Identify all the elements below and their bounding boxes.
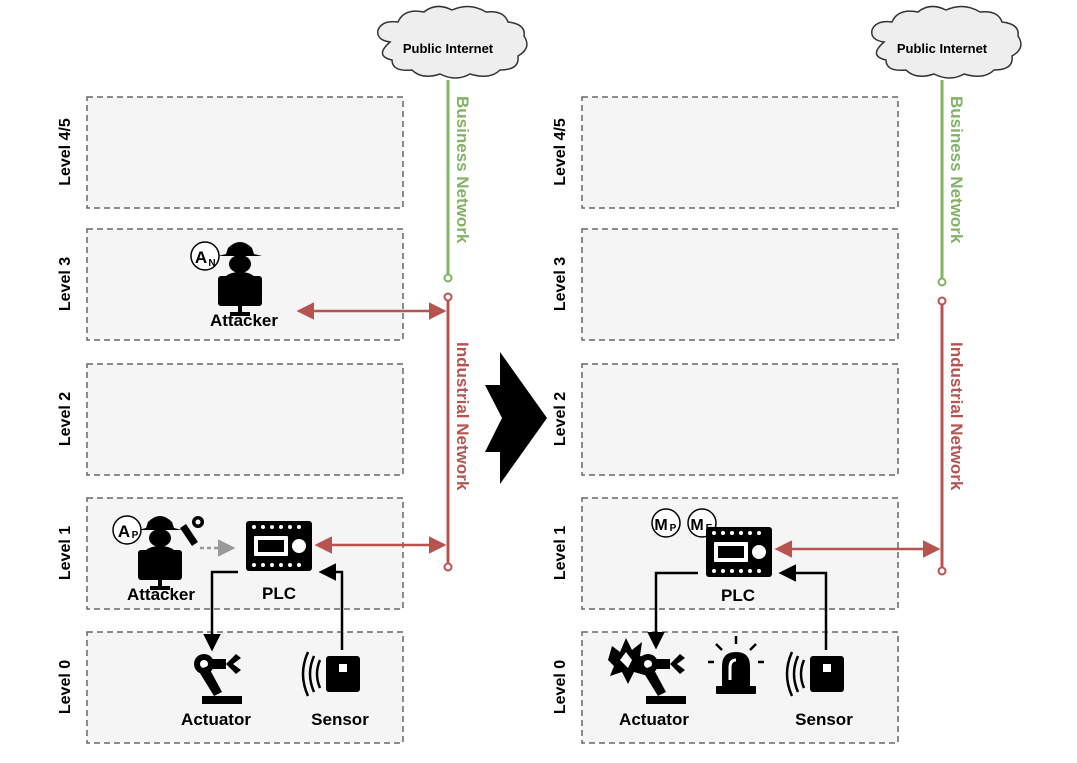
plc-chip-icon	[706, 527, 772, 577]
explosion-icon	[608, 638, 652, 684]
right-level-3-box	[581, 228, 899, 341]
left-level-4-5-box	[86, 96, 404, 209]
left-level-label: Level 0	[57, 660, 74, 714]
right-panel: Level 4/5 Level 3 Level 2 Level 1 Level …	[552, 5, 1022, 744]
right-sensor-label: Sensor	[795, 710, 853, 729]
physical-attacker: A P Attacker	[112, 515, 204, 604]
sensor-to-plc-arrow	[318, 563, 344, 650]
plc-to-actuator-arrow	[647, 571, 698, 650]
plc-chip-icon	[246, 521, 312, 571]
right-level-label: Level 0	[552, 660, 569, 714]
left-industrial-network-label: Industrial Network	[453, 342, 472, 491]
sensor-to-plc-arrow	[778, 564, 828, 650]
badge-letter: A	[195, 248, 207, 267]
right-internet-label: Public Internet	[897, 41, 988, 56]
big-right-arrow-icon	[485, 352, 547, 484]
right-plc-label: PLC	[721, 586, 755, 605]
badge-subscript: P	[132, 530, 139, 541]
right-level-label: Level 3	[552, 257, 569, 311]
left-cloud-icon	[377, 5, 528, 79]
network-attacker-badge	[190, 241, 220, 271]
left-actuator-label: Actuator	[181, 710, 251, 729]
badge-letter: A	[118, 522, 130, 541]
network-attacker-label: Attacker	[210, 311, 278, 330]
left-level-2-box	[86, 363, 404, 476]
badge-letter: M	[690, 517, 703, 534]
left-business-network-label: Business Network	[453, 96, 472, 244]
right-level-2-box	[581, 363, 899, 476]
left-plc-label: PLC	[262, 584, 296, 603]
left-level-label: Level 2	[57, 392, 74, 446]
left-panel: Level 4/5 Level 3 Level 2 Level 1 Level …	[57, 5, 528, 744]
wrench-icon	[180, 516, 204, 546]
siren-icon	[708, 636, 764, 694]
left-level-label: Level 3	[57, 257, 74, 311]
physical-malware-badge	[651, 508, 681, 538]
right-business-network-label: Business Network	[947, 96, 966, 244]
left-level-label: Level 1	[57, 526, 74, 580]
badge-letter: M	[654, 517, 667, 534]
right-level-label: Level 1	[552, 526, 569, 580]
right-level-label: Level 2	[552, 392, 569, 446]
right-level-label: Level 4/5	[552, 118, 569, 186]
left-internet-label: Public Internet	[403, 41, 494, 56]
plc-to-actuator-arrow	[203, 570, 238, 652]
right-level-4-5-box	[581, 96, 899, 209]
badge-subscript: P	[670, 523, 677, 534]
left-level-label: Level 4/5	[57, 118, 74, 186]
physical-attacker-label: Attacker	[127, 585, 195, 604]
badge-subscript: N	[208, 258, 215, 269]
right-actuator-label: Actuator	[619, 710, 689, 729]
physical-attacker-badge	[112, 515, 142, 545]
right-industrial-network-label: Industrial Network	[947, 342, 966, 491]
right-cloud-icon	[871, 5, 1022, 79]
network-attacker: A N Attacker	[190, 241, 278, 330]
left-sensor-label: Sensor	[311, 710, 369, 729]
